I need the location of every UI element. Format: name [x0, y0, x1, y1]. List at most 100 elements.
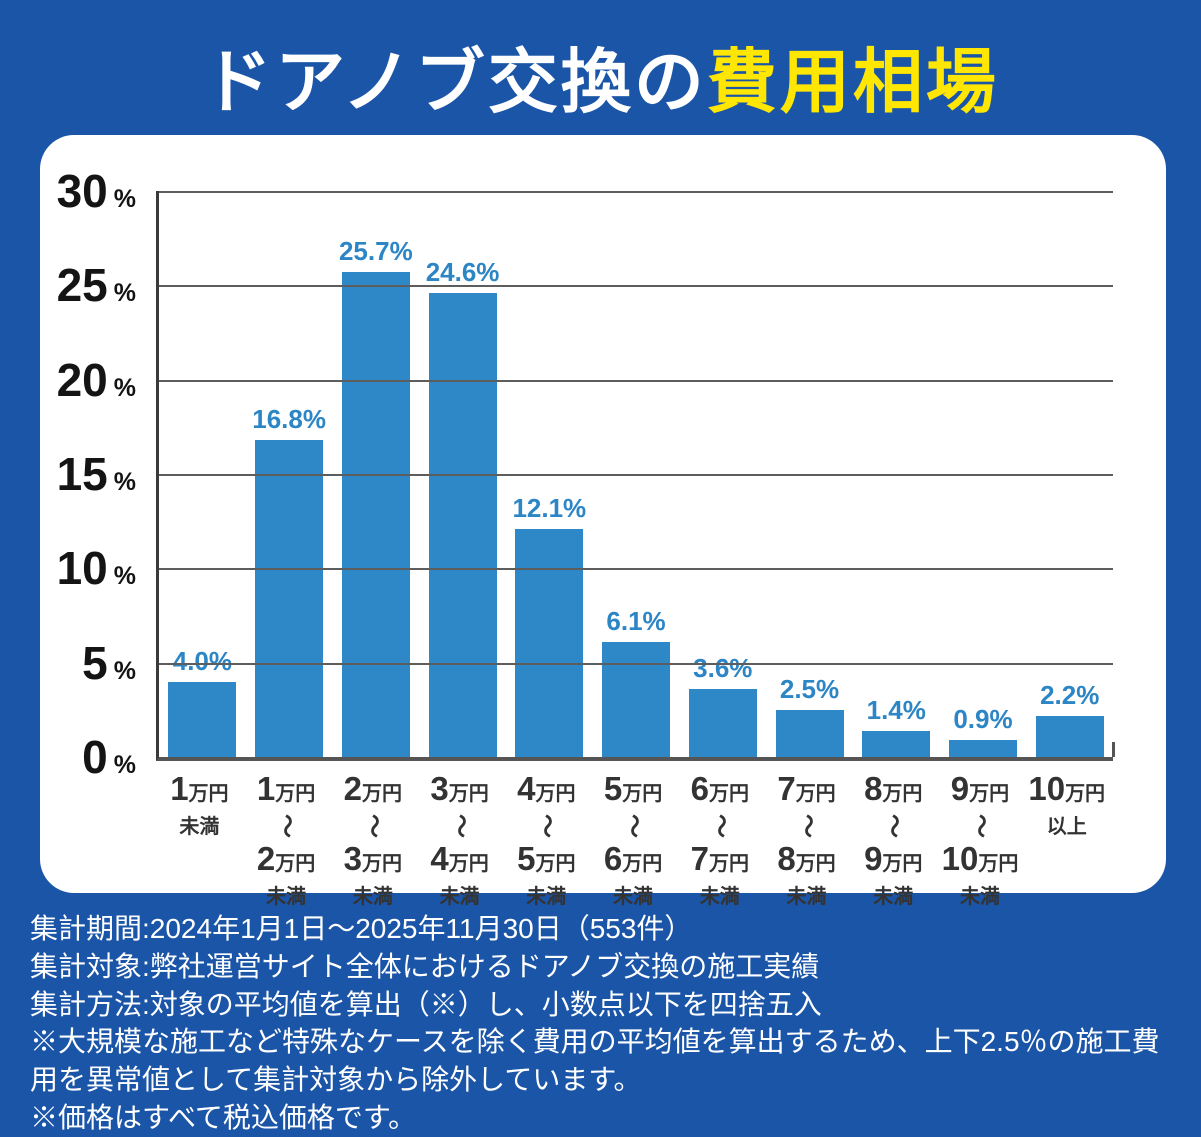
x-tick-number: 6 [603, 840, 623, 877]
bar-slot: 2.5% [766, 191, 853, 757]
x-tick-note: 未満 [959, 886, 1000, 908]
x-tick-number: 9 [864, 840, 883, 877]
y-tick-unit: % [113, 279, 136, 308]
x-tick-note: 未満 [786, 886, 827, 908]
y-tick-number: 10 [56, 542, 108, 595]
y-tick-unit: % [113, 185, 136, 213]
x-tick-range-from: 9万円 [937, 771, 1024, 814]
tilde-glyph: 〜 [880, 814, 908, 838]
x-tick-label: 2万円〜 3万円 未満 [329, 771, 416, 911]
x-tick-range-from: 3万円 [416, 771, 503, 814]
x-tick-unit: 万円 [535, 783, 576, 805]
x-tick-range-from: 10万円 [1023, 771, 1110, 814]
bar-value-label: 2.2% [1040, 679, 1100, 710]
x-tick-unit: 万円 [795, 853, 836, 875]
x-tick-number: 10 [1028, 770, 1066, 807]
chart-card: 30% 25% 20% 15% 10% 5% 0% 4.0% 16.8% 25.7% 24.6% 1… [40, 135, 1166, 908]
footer-line: 集計方法:対象の平均値を算出（※）し、小数点以下を四捨五入 [30, 988, 822, 1020]
gridline [159, 191, 1113, 193]
x-tick-range-from: 1万円 [243, 771, 330, 814]
x-tick-range-to: 9万円 [850, 841, 937, 884]
y-tick-label: 5% [82, 636, 136, 690]
x-axis-right-tick [1112, 742, 1115, 757]
x-tick-number: 5 [517, 840, 536, 877]
x-tick-unit: 万円 [882, 783, 923, 805]
x-tick-unit: 万円 [448, 783, 489, 805]
x-tick-label: 5 万円 〜 6万円 未満 [590, 771, 677, 911]
y-tick-number: 0 [82, 731, 108, 783]
x-tick-tilde: 〜 [329, 814, 416, 841]
page-title: ドアノブ交換の費用相場 [0, 26, 1201, 127]
gridline [159, 285, 1113, 288]
bar-value-label: 12.1% [512, 492, 587, 523]
tilde-glyph: 〜 [620, 814, 648, 838]
tilde-glyph: 〜 [446, 814, 474, 838]
tilde-glyph: 〜 [793, 814, 821, 838]
x-tick-tilde: 〜 [937, 814, 1024, 841]
x-tick-unit: 万円 [622, 853, 663, 875]
x-tick-range-from: 4万円 [503, 771, 590, 814]
x-tick-number: 2 [256, 840, 276, 877]
x-tick-range-to: 5万円 [503, 841, 590, 884]
x-tick-label: 8万円〜 9万円 未満 [850, 771, 937, 911]
bar-slot: 6.1% [593, 191, 680, 757]
y-tick-number: 20 [56, 353, 108, 406]
bar [255, 440, 324, 757]
y-tick-unit: % [113, 468, 136, 496]
bar [948, 740, 1017, 757]
bar [688, 689, 757, 757]
bar-value-label: 3.6% [693, 653, 753, 684]
x-tick-range-to: 3万円 [329, 841, 416, 884]
tilde-glyph: 〜 [533, 814, 561, 838]
tilde-glyph: 〜 [273, 814, 301, 838]
footer-line: 集計期間:2024年1月1日〜2025年11月30日（553件） [30, 913, 693, 944]
x-tick-unit: 万円 [275, 853, 316, 875]
x-tick-number: 5 [603, 770, 623, 807]
y-tick-unit: % [113, 751, 136, 779]
tilde-glyph: 〜 [706, 814, 734, 838]
gridline [159, 662, 1113, 665]
bar-slot: 0.9% [940, 191, 1027, 757]
footer-line: 集計対象:弊社運営サイト全体におけるドアノブ交換の施工実績 [30, 950, 820, 982]
x-tick-range-to: 6万円 [590, 841, 677, 884]
x-tick-unit: 万円 [882, 853, 923, 875]
x-tick-unit: 万円 [275, 783, 316, 805]
bar [168, 681, 237, 757]
bar-value-label: 4.0% [172, 645, 232, 676]
page-title-yellow: 費用相場 [706, 43, 999, 121]
x-tick-number: 1 [256, 770, 276, 807]
bar-value-label: 1.4% [866, 694, 926, 725]
x-tick-tilde: 〜 [416, 814, 503, 841]
x-tick-note: 未満 [613, 886, 654, 908]
bar-value-label: 25.7% [338, 236, 413, 267]
x-tick-unit: 万円 [978, 853, 1019, 875]
x-tick-number: 3 [343, 840, 363, 877]
x-tick-number: 1 [170, 770, 189, 807]
x-tick-range-from: 7万円 [763, 771, 850, 814]
y-tick-number: 30 [56, 165, 108, 217]
x-tick-range-to: 10万円 [937, 841, 1024, 884]
bar [1035, 715, 1104, 757]
tilde-glyph: 〜 [966, 814, 994, 838]
bar-slot: 1.4% [853, 191, 940, 757]
x-tick-note: 未満 [352, 886, 393, 908]
x-tick-label: 10万円 以上 [1023, 771, 1110, 911]
x-tick-range-from: 2万円 [329, 771, 416, 814]
bar-slot: 4.0% [159, 191, 246, 757]
bar-value-label: 16.8% [252, 404, 326, 435]
bar-slot: 16.8% [246, 191, 333, 757]
bar [428, 292, 497, 757]
x-tick-label: 7万円〜 8万円 未満 [763, 771, 850, 911]
x-tick-unit: 万円 [708, 783, 749, 805]
x-tick-tilde: 〜 [763, 814, 850, 841]
x-tick-number: 10 [941, 840, 979, 877]
x-tick-note: 未満 [266, 886, 307, 908]
x-tick-unit: 万円 [795, 783, 836, 805]
y-tick-label: 15% [57, 447, 136, 501]
x-tick-range-to: 8万円 [763, 841, 850, 884]
x-tick-label: 6万円〜 7万円 未満 [676, 771, 763, 911]
x-tick-number: 4 [430, 840, 449, 877]
x-tick-number: 8 [864, 770, 883, 807]
y-tick-label: 30% [57, 164, 136, 218]
x-tick-number: 2 [343, 770, 363, 807]
